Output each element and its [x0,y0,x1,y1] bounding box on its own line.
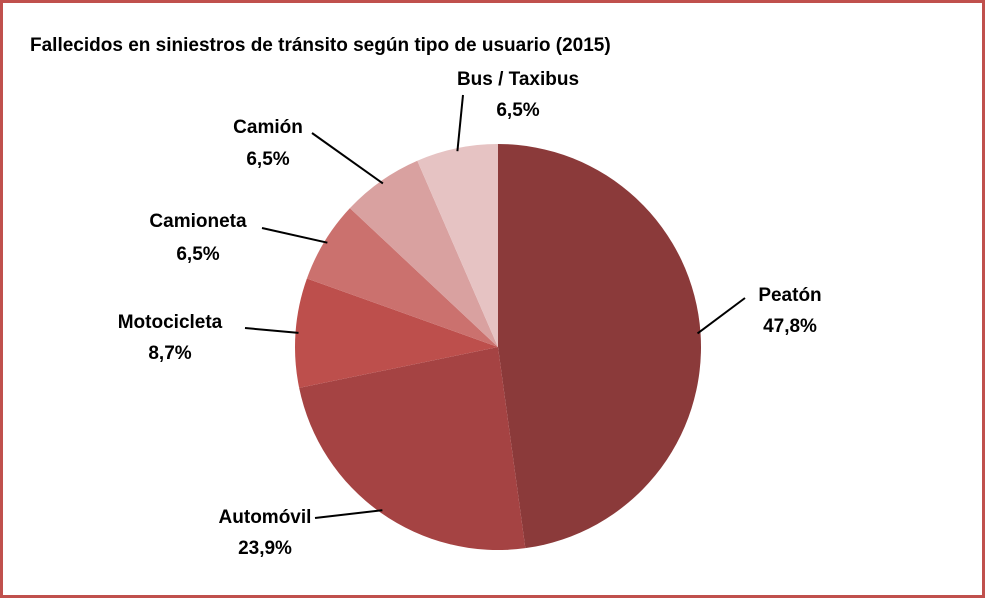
slice-label: Motocicleta [118,312,223,333]
leader-line [261,227,328,244]
pie-slice [295,278,498,388]
slice-value-label: 47,8% [763,316,817,337]
slice-label: Bus / Taxibus [457,69,579,90]
slice-value-label: 6,5% [496,100,539,121]
slice-value-label: 6,5% [176,244,219,265]
slice-value-label: 23,9% [238,538,292,559]
slice-label: Camioneta [149,211,247,232]
pie-slice [349,160,498,347]
slice-label: Peatón [758,285,821,306]
pie-slice [306,208,498,347]
slice-label: Camión [233,117,303,138]
pie-slice [299,347,526,550]
chart-title: Fallecidos en siniestros de tránsito seg… [30,35,611,56]
slice-value-label: 8,7% [148,343,191,364]
leader-line [244,327,299,334]
pie-slice [498,144,701,549]
leader-line [314,509,383,519]
pie-slice [417,144,498,347]
leader-line [696,297,746,335]
slice-value-label: 6,5% [246,149,289,170]
leader-line [456,94,464,152]
leader-line [311,132,384,185]
slice-label: Automóvil [219,507,312,528]
